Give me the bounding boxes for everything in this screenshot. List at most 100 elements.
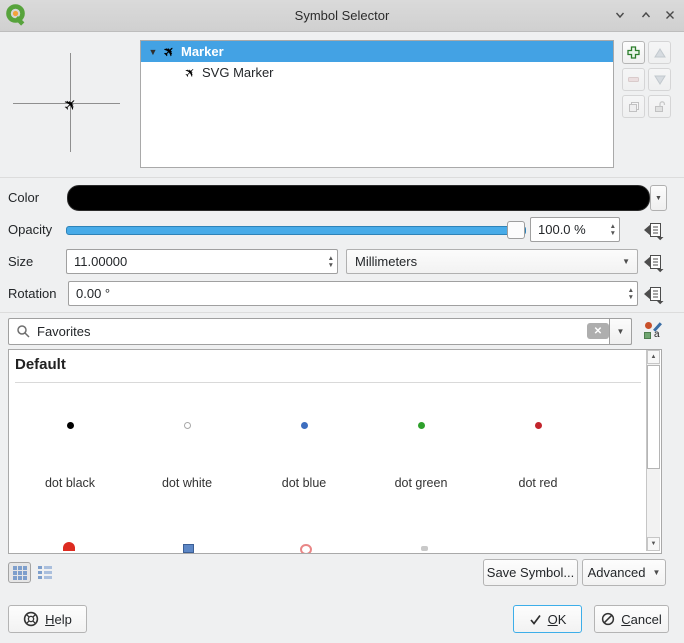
plus-icon — [627, 46, 640, 59]
window-title: Symbol Selector — [294, 8, 390, 23]
color-dropdown-button[interactable]: ▼ — [650, 185, 667, 211]
preview-crosshair-horizontal — [13, 103, 120, 104]
symbol-label: dot green — [394, 476, 448, 490]
size-label: Size — [8, 254, 34, 269]
separator — [0, 177, 684, 178]
add-symbol-layer-button[interactable] — [622, 41, 645, 64]
chevron-down-icon: ▼ — [622, 257, 630, 266]
data-defined-override-icon — [644, 222, 664, 240]
tree-item-svg-marker[interactable]: ✈ SVG Marker — [141, 62, 613, 83]
spin-arrows[interactable]: ▲ ▼ — [627, 286, 634, 301]
remove-symbol-layer-button — [622, 68, 645, 91]
cancel-button[interactable]: Cancel — [594, 605, 669, 633]
symbol-dot-black[interactable]: dot black — [15, 400, 125, 500]
search-value: Favorites — [37, 324, 91, 339]
symbol-dot-red[interactable]: dot red — [483, 400, 593, 500]
data-defined-override-icon — [644, 254, 664, 272]
dot-red-icon — [534, 422, 542, 429]
symbol-dot-white[interactable]: dot white — [132, 400, 242, 500]
symbol-label: dot white — [161, 476, 213, 490]
size-unit-value: Millimeters — [355, 254, 418, 269]
lock-layer-button — [648, 95, 671, 118]
marker-plane-icon: ✈ — [159, 41, 178, 61]
search-icon — [17, 325, 30, 338]
ok-label: OK — [547, 611, 567, 627]
opacity-slider[interactable] — [66, 226, 526, 235]
color-swatch-button[interactable] — [67, 185, 650, 211]
check-icon — [529, 613, 542, 626]
opacity-spinbox[interactable]: 100.0 % ▲ ▼ — [530, 217, 620, 242]
symbol-preview-plane-icon: ✈ — [60, 94, 82, 116]
duplicate-icon — [628, 101, 639, 112]
tree-item-marker[interactable]: ▼ ✈ Marker — [141, 41, 613, 62]
help-button[interactable]: Help — [8, 605, 87, 633]
grid-view-icon — [12, 565, 27, 580]
title-bar[interactable]: Symbol Selector — [0, 0, 684, 32]
rotation-data-defined-override-button[interactable] — [640, 281, 666, 306]
save-symbol-label: Save Symbol... — [486, 565, 575, 580]
list-view-icon — [37, 566, 52, 579]
advanced-button[interactable]: Advanced ▼ — [582, 559, 666, 586]
svg-marker-plane-icon: ✈ — [180, 62, 199, 82]
spin-arrows[interactable]: ▲ ▼ — [609, 222, 616, 237]
dot-green-icon — [417, 422, 425, 429]
opacity-label: Opacity — [8, 222, 53, 237]
shade-window-icon[interactable] — [610, 5, 630, 25]
size-data-defined-override-button[interactable] — [640, 249, 666, 274]
dot-white-icon — [183, 422, 191, 429]
symbol-library-panel[interactable]: Default dot black dot white dot blue dot… — [8, 349, 662, 554]
help-label: Help — [45, 611, 72, 627]
clear-search-icon[interactable]: ✕ — [587, 323, 609, 339]
lock-open-icon — [655, 101, 666, 112]
dot-blue-icon — [300, 422, 308, 429]
icon-view-button[interactable] — [8, 562, 31, 583]
symbol-dot-green[interactable]: dot green — [366, 400, 476, 500]
symbol-layer-tree[interactable]: ▼ ✈ Marker ✈ SVG Marker — [140, 40, 614, 168]
rotation-label: Rotation — [8, 286, 57, 301]
arrow-up-icon — [653, 47, 666, 57]
duplicate-layer-button — [622, 95, 645, 118]
maximize-window-icon[interactable] — [636, 5, 656, 25]
symbol-dot-blue[interactable]: dot blue — [249, 400, 359, 500]
style-manager-icon — [645, 322, 652, 329]
scrollbar-thumb[interactable] — [647, 365, 660, 469]
color-label: Color — [8, 190, 40, 205]
rotation-spinbox[interactable]: 0.00 ° ▲ ▼ — [68, 281, 638, 306]
chevron-down-icon: ▼ — [655, 194, 662, 202]
search-dropdown-button[interactable]: ▼ — [609, 318, 632, 345]
dot-black-icon — [66, 422, 74, 429]
size-spinbox[interactable]: 11.00000 ▲ ▼ — [66, 249, 338, 274]
partial-symbol[interactable] — [421, 546, 428, 551]
symbol-label: dot black — [44, 476, 96, 490]
partial-symbol[interactable] — [63, 542, 75, 551]
symbol-search-input[interactable]: Favorites ✕ ▼ — [8, 318, 632, 345]
arrow-down-icon — [653, 75, 666, 85]
save-symbol-button[interactable]: Save Symbol... — [483, 559, 578, 586]
preview-crosshair-vertical — [70, 53, 71, 152]
scroll-up-icon[interactable]: ▲ — [647, 350, 660, 364]
minus-icon — [628, 77, 639, 82]
library-group-title: Default — [15, 356, 66, 373]
partial-symbol[interactable] — [183, 544, 194, 553]
style-manager-button[interactable]: a — [644, 322, 664, 342]
ok-button[interactable]: OK — [513, 605, 582, 633]
spin-arrows[interactable]: ▲ ▼ — [327, 254, 334, 269]
size-value: 11.00000 — [74, 254, 128, 269]
opacity-value: 100.0 % — [538, 222, 586, 237]
close-window-icon[interactable] — [660, 5, 680, 25]
opacity-slider-handle[interactable] — [507, 221, 525, 239]
tree-item-label: Marker — [181, 44, 224, 59]
scroll-down-icon[interactable]: ▼ — [647, 537, 660, 551]
partial-symbol[interactable] — [300, 544, 312, 553]
expand-arrow-icon[interactable]: ▼ — [148, 46, 158, 57]
size-unit-combobox[interactable]: Millimeters ▼ — [346, 249, 638, 274]
symbol-label: dot blue — [281, 476, 327, 490]
library-scrollbar[interactable]: ▲ ▼ — [646, 350, 660, 551]
move-layer-down-button — [648, 68, 671, 91]
chevron-down-icon: ▼ — [616, 327, 625, 336]
opacity-data-defined-override-button[interactable] — [640, 217, 666, 242]
qgis-logo-icon — [6, 4, 25, 26]
help-lifebuoy-icon — [23, 611, 39, 627]
list-view-button[interactable] — [33, 562, 56, 583]
